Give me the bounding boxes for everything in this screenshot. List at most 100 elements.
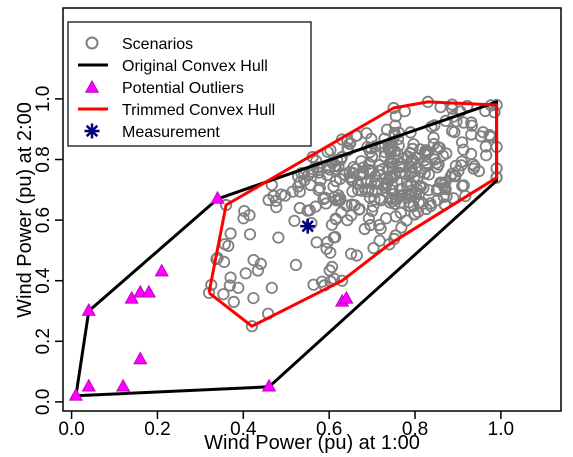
scenario-point [293,201,306,215]
scenario-point [224,227,237,240]
scenario-point [452,164,465,177]
scenario-point [407,138,420,151]
scenario-point [455,136,469,149]
x-tick-label: 0.6 [316,419,342,440]
scenario-point [422,184,435,197]
x-tick-label: 0.2 [144,419,170,440]
scenario-point [344,137,357,150]
scenario-point [406,154,420,167]
asterisk-stroke [85,124,99,138]
scenario-point [368,193,381,206]
scenario-point [380,123,394,136]
scenario-point [405,161,418,174]
scenario-point [404,167,417,180]
scenario-point [269,194,282,207]
scenario-point [341,214,354,227]
scenario-point [239,267,252,280]
scenario-point [388,197,401,210]
scenario-point [288,214,301,227]
scenario-point [344,247,358,260]
measurement-point [300,218,316,234]
legend-circle-symbol [85,36,99,50]
scenario-point [373,234,386,247]
outlier-point [81,302,96,316]
scenario-point [395,221,408,234]
scenario-point [418,146,431,159]
y-tick-label: 0.8 [33,146,54,172]
outlier-point [339,290,354,304]
scenario-point [480,149,493,162]
y-tick-label: 0.6 [33,207,54,233]
trimmed-convex-hull [207,100,499,328]
scenario-point [227,295,240,308]
measurement-marker [300,218,316,234]
scenario-point [254,257,267,270]
outlier-points [68,190,354,401]
scenario-point [223,279,236,292]
scenario-point [389,110,402,123]
scenario-point [386,171,400,184]
scenario-point [357,161,370,174]
outlier-point [133,284,148,298]
scenario-point [222,239,235,252]
scenario-point [474,130,487,143]
scenario-point [389,192,402,205]
scenario-point [353,202,366,216]
scenario-point [408,208,421,221]
scenario-point [488,106,501,119]
legend-label: Trimmed Convex Hull [122,102,275,119]
scenario-point [479,140,492,153]
scenario-point [319,191,332,204]
scenario-point [307,278,320,291]
scenario-point [422,168,436,181]
scenario-point [237,212,250,225]
y-tick-label: 0.0 [33,389,54,415]
scenario-point [293,176,307,189]
scenario-point [243,228,257,241]
outlier-point [116,378,131,392]
scenario-point [293,185,306,198]
legend-label: Scenarios [122,36,193,53]
scenario-point [325,218,338,231]
scenario-point [457,179,470,192]
scenario-point [373,192,386,205]
scenario-point [310,236,323,249]
scenario-point [472,165,485,178]
scenario-point [440,190,453,203]
scenario-point [432,141,445,154]
outlier-point [141,284,156,298]
outlier-point [133,351,148,365]
x-axis-label: Wind Power (pu) at 1:00 [204,432,420,454]
scenario-point [262,193,275,207]
scenario-point [272,231,285,244]
legend-asterisk-symbol [84,123,100,139]
x-tick-label: 0.4 [230,419,257,440]
scenario-point [435,177,448,190]
scenario-point [384,169,397,182]
x-tick-label: 0.8 [402,419,428,440]
scenario-point [374,222,387,235]
scenario-point [247,291,260,305]
scenario-point [366,200,380,213]
scenario-point [358,183,372,196]
y-tick-label: 0.2 [33,328,54,354]
scenario-point [409,187,422,201]
outlier-point [210,190,225,204]
x-tick-label: 1.0 [488,419,514,440]
scenario-point [396,160,409,173]
outlier-point [68,387,83,401]
scenario-point [286,185,299,198]
scenario-point [365,176,378,189]
scenario-point [379,212,393,225]
scenario-point [245,320,258,333]
outlier-point [81,378,96,392]
y-axis: 0.0 0.2 0.4 0.6 0.8 1.0 [33,86,63,415]
scenario-point [335,274,349,287]
legend-box [67,21,312,147]
scenario-point [378,150,391,163]
scenario-point [445,125,459,138]
legend: Scenarios Original Convex Hull Potential O… [67,21,312,147]
scenario-point [265,281,278,294]
scenario-point [347,167,360,180]
